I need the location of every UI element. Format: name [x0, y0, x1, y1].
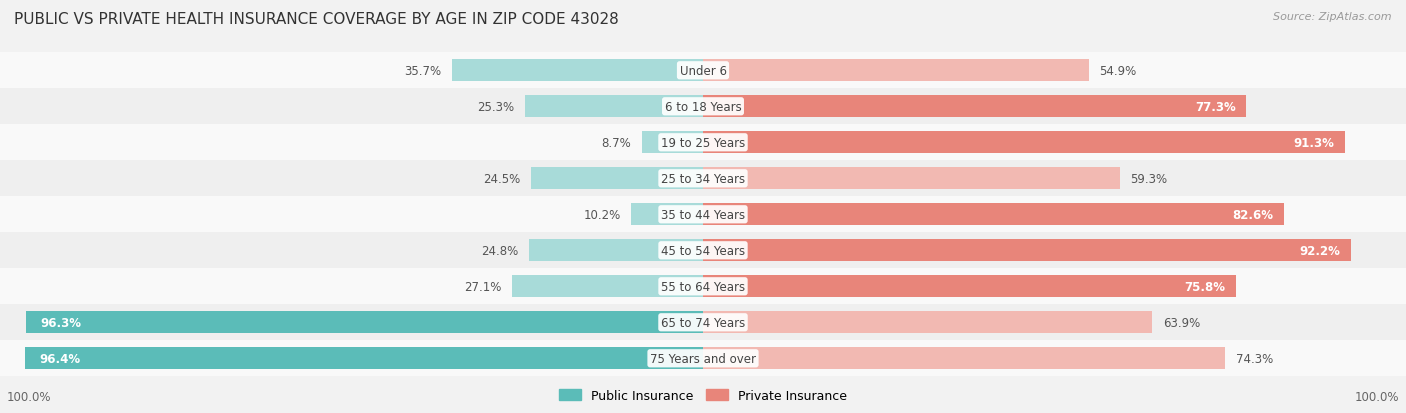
Text: 63.9%: 63.9%	[1163, 316, 1199, 329]
Text: 45 to 54 Years: 45 to 54 Years	[661, 244, 745, 257]
Bar	[0, 233, 1406, 268]
Bar	[631, 204, 703, 226]
Text: 75 Years and over: 75 Years and over	[650, 352, 756, 365]
Bar	[703, 240, 1351, 262]
Bar	[25, 311, 703, 334]
Text: Source: ZipAtlas.com: Source: ZipAtlas.com	[1274, 12, 1392, 22]
Bar	[531, 168, 703, 190]
Text: 92.2%: 92.2%	[1299, 244, 1341, 257]
Text: 100.0%: 100.0%	[1354, 390, 1399, 403]
Text: Under 6: Under 6	[679, 64, 727, 78]
Text: 55 to 64 Years: 55 to 64 Years	[661, 280, 745, 293]
Text: 77.3%: 77.3%	[1195, 100, 1236, 114]
Bar	[0, 340, 1406, 376]
Bar	[0, 53, 1406, 89]
Bar	[703, 347, 1226, 370]
Text: 8.7%: 8.7%	[602, 136, 631, 150]
Text: 74.3%: 74.3%	[1236, 352, 1272, 365]
Bar	[703, 60, 1090, 82]
Text: PUBLIC VS PRIVATE HEALTH INSURANCE COVERAGE BY AGE IN ZIP CODE 43028: PUBLIC VS PRIVATE HEALTH INSURANCE COVER…	[14, 12, 619, 27]
Bar	[512, 275, 703, 298]
Bar	[526, 96, 703, 118]
Text: 25 to 34 Years: 25 to 34 Years	[661, 172, 745, 185]
Bar	[0, 304, 1406, 340]
Bar	[0, 268, 1406, 304]
Bar	[703, 168, 1119, 190]
Text: 65 to 74 Years: 65 to 74 Years	[661, 316, 745, 329]
Text: 96.4%: 96.4%	[39, 352, 80, 365]
Bar	[703, 204, 1284, 226]
Text: 54.9%: 54.9%	[1099, 64, 1136, 78]
Text: 19 to 25 Years: 19 to 25 Years	[661, 136, 745, 150]
Bar	[0, 197, 1406, 233]
Text: 35.7%: 35.7%	[405, 64, 441, 78]
Text: 91.3%: 91.3%	[1294, 136, 1334, 150]
Bar	[703, 96, 1246, 118]
Bar	[0, 125, 1406, 161]
Text: 59.3%: 59.3%	[1130, 172, 1167, 185]
Text: 24.5%: 24.5%	[484, 172, 520, 185]
Bar	[529, 240, 703, 262]
Text: 24.8%: 24.8%	[481, 244, 517, 257]
Text: 6 to 18 Years: 6 to 18 Years	[665, 100, 741, 114]
Text: 100.0%: 100.0%	[7, 390, 52, 403]
Text: 35 to 44 Years: 35 to 44 Years	[661, 208, 745, 221]
Bar	[453, 60, 703, 82]
Bar	[25, 347, 703, 370]
Text: 96.3%: 96.3%	[41, 316, 82, 329]
Text: 75.8%: 75.8%	[1184, 280, 1226, 293]
Text: 27.1%: 27.1%	[464, 280, 502, 293]
Text: 82.6%: 82.6%	[1232, 208, 1272, 221]
Bar	[703, 132, 1344, 154]
Bar	[0, 161, 1406, 197]
Text: 25.3%: 25.3%	[478, 100, 515, 114]
Text: 10.2%: 10.2%	[583, 208, 621, 221]
Bar	[643, 132, 703, 154]
Bar	[703, 311, 1153, 334]
Bar	[0, 89, 1406, 125]
Legend: Public Insurance, Private Insurance: Public Insurance, Private Insurance	[554, 384, 852, 407]
Bar	[703, 275, 1236, 298]
